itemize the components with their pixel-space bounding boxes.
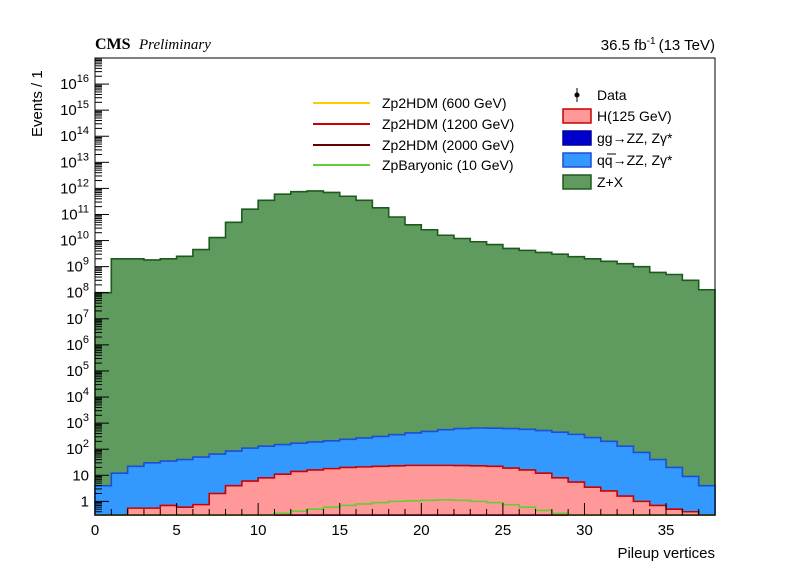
y-tick-label: 1016 (60, 73, 89, 93)
stack-area-h-125-gev (95, 464, 715, 516)
x-axis-title: Pileup vertices (617, 545, 715, 562)
y-tick-label: 105 (66, 360, 89, 380)
x-tick-label-20: 20 (413, 522, 430, 539)
status-label: Preliminary (138, 37, 211, 53)
y-axis-title: Events / 1 (29, 70, 46, 137)
legend-swatch-qqzz (562, 152, 592, 168)
legend-label-zp2hdm-600: Zp2HDM (600 GeV) (382, 95, 506, 111)
y-tick-label: 1015 (60, 99, 89, 119)
legend-label-qqzz: qq→ZZ, Zγ* (597, 152, 673, 168)
x-tick-label-35: 35 (658, 522, 675, 539)
y-tick-label: 106 (66, 334, 89, 354)
x-tick-label-0: 0 (91, 522, 99, 539)
luminosity-label: 36.5 fb-1 (13 TeV) (601, 36, 715, 54)
legend-label-zp2hdm-1200: Zp2HDM (1200 GeV) (382, 116, 514, 132)
y-tick-label: 1012 (60, 177, 89, 197)
experiment-label: CMS (95, 36, 131, 53)
legend-label-zx: Z+X (597, 174, 624, 190)
y-tick-label: 103 (66, 412, 89, 432)
legend-swatch-h125 (562, 108, 592, 124)
legend-swatch-ggzz (562, 130, 592, 146)
y-tick-label: 1010 (60, 230, 89, 250)
y-tick-label: 1011 (61, 203, 89, 223)
legend-label-ggzz: gg→ZZ, Zγ* (597, 130, 673, 146)
legend-marker-data (574, 88, 580, 102)
y-tick-label: 102 (66, 438, 89, 458)
x-tick-label-30: 30 (576, 522, 593, 539)
y-tick-label: 107 (66, 308, 89, 328)
legend-label-zpbaryonic-10: ZpBaryonic (10 GeV) (382, 157, 514, 173)
y-tick-label: 1 (81, 493, 89, 510)
tick-layer: 0 5 10 15 20 25 30 3511010210310410510610710810… (60, 58, 716, 539)
y-tick-label: 10 (72, 467, 89, 484)
stack-layer (94, 190, 716, 516)
y-tick-label: 109 (66, 256, 89, 276)
x-tick-label-5: 5 (172, 522, 180, 539)
y-tick-label: 104 (66, 386, 89, 406)
legend-swatch-zx (562, 174, 592, 190)
x-tick-label-25: 25 (495, 522, 512, 539)
y-tick-label: 108 (66, 282, 89, 302)
legend-label-zp2hdm-2000: Zp2HDM (2000 GeV) (382, 137, 514, 153)
y-tick-label: 1014 (60, 125, 89, 145)
legend-label-h125: H(125 GeV) (597, 108, 672, 124)
legend-label-data: Data (597, 87, 627, 103)
x-tick-label-15: 15 (331, 522, 348, 539)
x-tick-label-10: 10 (250, 522, 267, 539)
legend-left: Zp2HDM (600 GeV) Zp2HDM (1200 GeV) Zp2HD… (313, 95, 514, 173)
legend-right: Data H(125 GeV) gg→ZZ, Zγ* qq→ZZ, Zγ* Z+… (562, 87, 673, 190)
y-tick-label: 1013 (60, 151, 89, 171)
